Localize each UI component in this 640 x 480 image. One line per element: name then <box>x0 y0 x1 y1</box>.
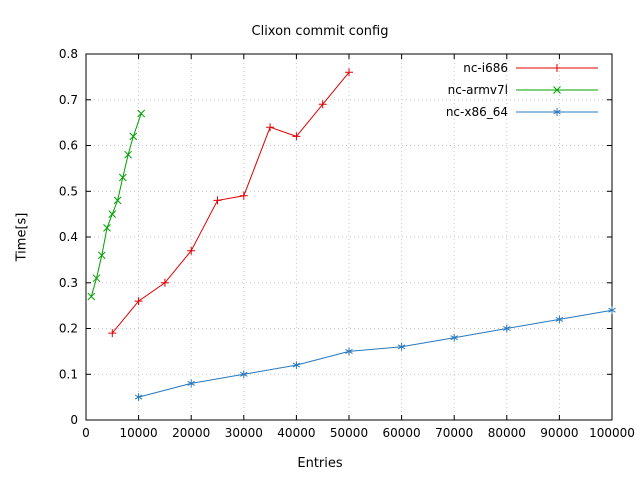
y-tick-label: 0.5 <box>59 184 78 198</box>
x-axis-label: Entries <box>297 456 343 471</box>
cross-marker <box>129 132 138 141</box>
chart-title: Clixon commit config <box>251 24 389 39</box>
legend-label-nc-i686: nc-i686 <box>463 61 508 75</box>
y-axis-label: Time[s] <box>14 212 30 262</box>
cross-marker <box>118 173 127 182</box>
asterisk-marker <box>397 342 406 351</box>
series-line-nc-i686 <box>111 71 350 334</box>
legend-label-nc-x86_64: nc-x86_64 <box>446 105 508 119</box>
y-tick-label: 0.7 <box>59 93 78 107</box>
plus-marker <box>187 246 196 255</box>
cross-marker <box>108 210 117 218</box>
x-tick-label: 70000 <box>435 426 473 440</box>
plus-marker <box>213 196 222 205</box>
asterisk-marker <box>555 315 564 324</box>
cross-marker <box>553 86 561 94</box>
asterisk-marker <box>553 108 561 116</box>
x-tick-label: 20000 <box>172 426 210 440</box>
y-tick-label: 0 <box>70 413 78 427</box>
legend-label-nc-armv7l: nc-armv7l <box>448 83 508 97</box>
plus-marker <box>345 68 353 77</box>
plus-marker <box>266 123 275 132</box>
y-tick-label: 0.1 <box>59 367 78 381</box>
asterisk-marker <box>345 347 353 356</box>
asterisk-marker <box>240 370 248 379</box>
y-tick-label: 0.2 <box>59 322 78 336</box>
series-line-nc-x86_64 <box>138 309 613 398</box>
y-tick-label: 0.6 <box>59 139 78 153</box>
plus-marker <box>292 132 301 141</box>
asterisk-marker <box>134 393 143 402</box>
x-tick-label: 90000 <box>540 426 578 440</box>
asterisk-marker <box>450 333 458 342</box>
series-line-nc-armv7l <box>90 113 142 297</box>
y-tick-label: 0.8 <box>59 47 78 61</box>
plus-marker <box>134 297 143 306</box>
cross-marker <box>87 292 96 301</box>
plus-marker <box>318 100 327 109</box>
plus-marker <box>553 64 561 72</box>
cross-marker <box>137 109 146 118</box>
y-tick-label: 0.4 <box>59 230 78 244</box>
x-tick-label: 0 <box>82 426 90 440</box>
cross-marker <box>124 150 132 159</box>
x-tick-label: 40000 <box>277 426 315 440</box>
x-tick-label: 60000 <box>383 426 421 440</box>
cross-marker <box>97 251 106 260</box>
x-tick-label: 80000 <box>488 426 526 440</box>
x-tick-label: 50000 <box>330 426 368 440</box>
cross-marker <box>92 274 101 283</box>
plot-border <box>85 53 613 421</box>
cross-marker <box>113 196 122 205</box>
x-tick-label: 10000 <box>120 426 158 440</box>
y-tick-label: 0.3 <box>59 276 78 290</box>
x-tick-label: 100000 <box>589 426 635 440</box>
cross-marker <box>103 224 111 232</box>
x-tick-label: 30000 <box>225 426 263 440</box>
plus-marker <box>108 329 117 338</box>
plus-marker <box>160 278 169 287</box>
asterisk-marker <box>608 306 616 315</box>
asterisk-marker <box>292 361 301 370</box>
plus-marker <box>239 191 248 200</box>
asterisk-marker <box>187 379 195 388</box>
asterisk-marker <box>503 324 511 333</box>
